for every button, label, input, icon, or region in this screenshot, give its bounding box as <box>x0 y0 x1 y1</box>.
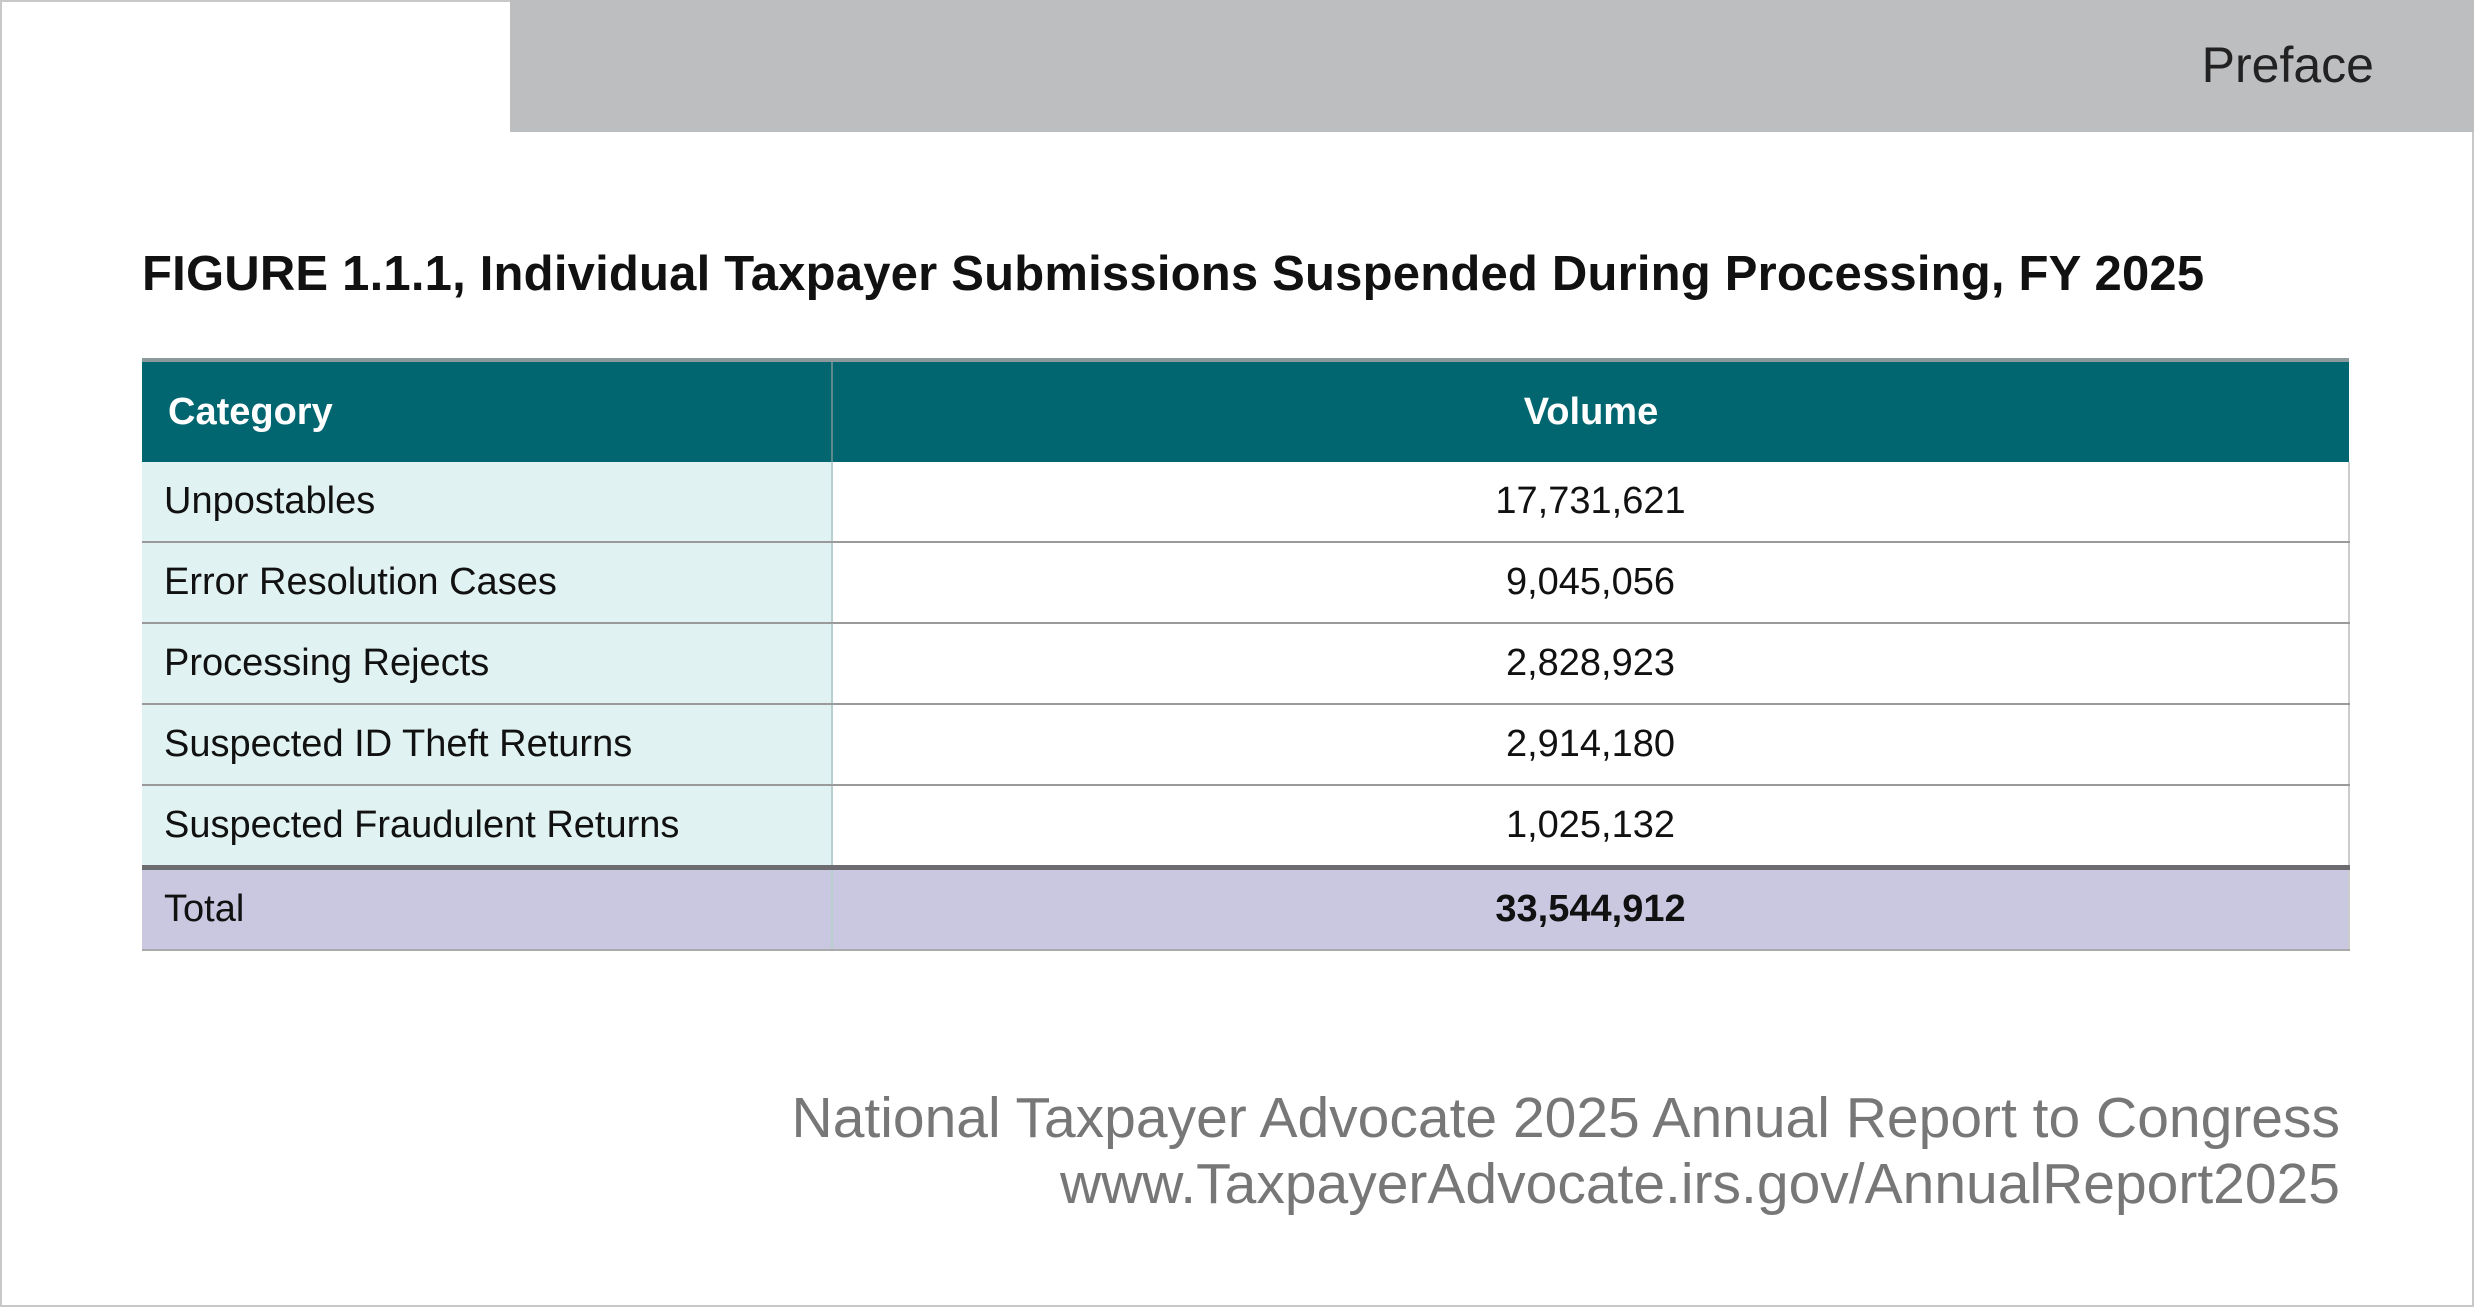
category-cell: Unpostables <box>142 462 833 543</box>
volume-cell: 1,025,132 <box>832 785 2350 869</box>
footer: National Taxpayer Advocate 2025 Annual R… <box>792 1085 2340 1217</box>
table-row: Suspected Fraudulent Returns 1,025,132 <box>142 785 2350 869</box>
table-row: Error Resolution Cases 9,045,056 <box>142 542 2350 624</box>
table-row: Unpostables 17,731,621 <box>142 462 2350 543</box>
column-header-volume: Volume <box>832 358 2349 462</box>
table-row: Suspected ID Theft Returns 2,914,180 <box>142 704 2350 786</box>
table-header-row: Category Volume <box>142 358 2349 462</box>
total-row: Total 33,544,912 <box>142 865 2350 951</box>
category-cell: Suspected ID Theft Returns <box>142 704 833 786</box>
section-header-band: Preface <box>510 0 2474 132</box>
table-row: Processing Rejects 2,828,923 <box>142 623 2350 705</box>
section-label: Preface <box>2201 37 2374 93</box>
category-cell: Processing Rejects <box>142 623 833 705</box>
volume-cell: 17,731,621 <box>832 462 2350 543</box>
figure-title: FIGURE 1.1.1, Individual Taxpayer Submis… <box>142 247 2205 301</box>
footer-report-title: National Taxpayer Advocate 2025 Annual R… <box>791 1086 2340 1150</box>
volume-cell: 2,914,180 <box>832 704 2350 786</box>
column-header-category: Category <box>142 358 833 462</box>
total-label: Total <box>142 865 833 951</box>
volume-cell: 9,045,056 <box>832 542 2350 624</box>
footer-url: www.TaxpayerAdvocate.irs.gov/AnnualRepor… <box>1059 1152 2340 1216</box>
category-cell: Error Resolution Cases <box>142 542 833 624</box>
category-cell: Suspected Fraudulent Returns <box>142 785 833 869</box>
total-value: 33,544,912 <box>832 865 2350 951</box>
data-table: Category Volume Unpostables 17,731,621 E… <box>142 358 2350 951</box>
volume-cell: 2,828,923 <box>832 623 2350 705</box>
